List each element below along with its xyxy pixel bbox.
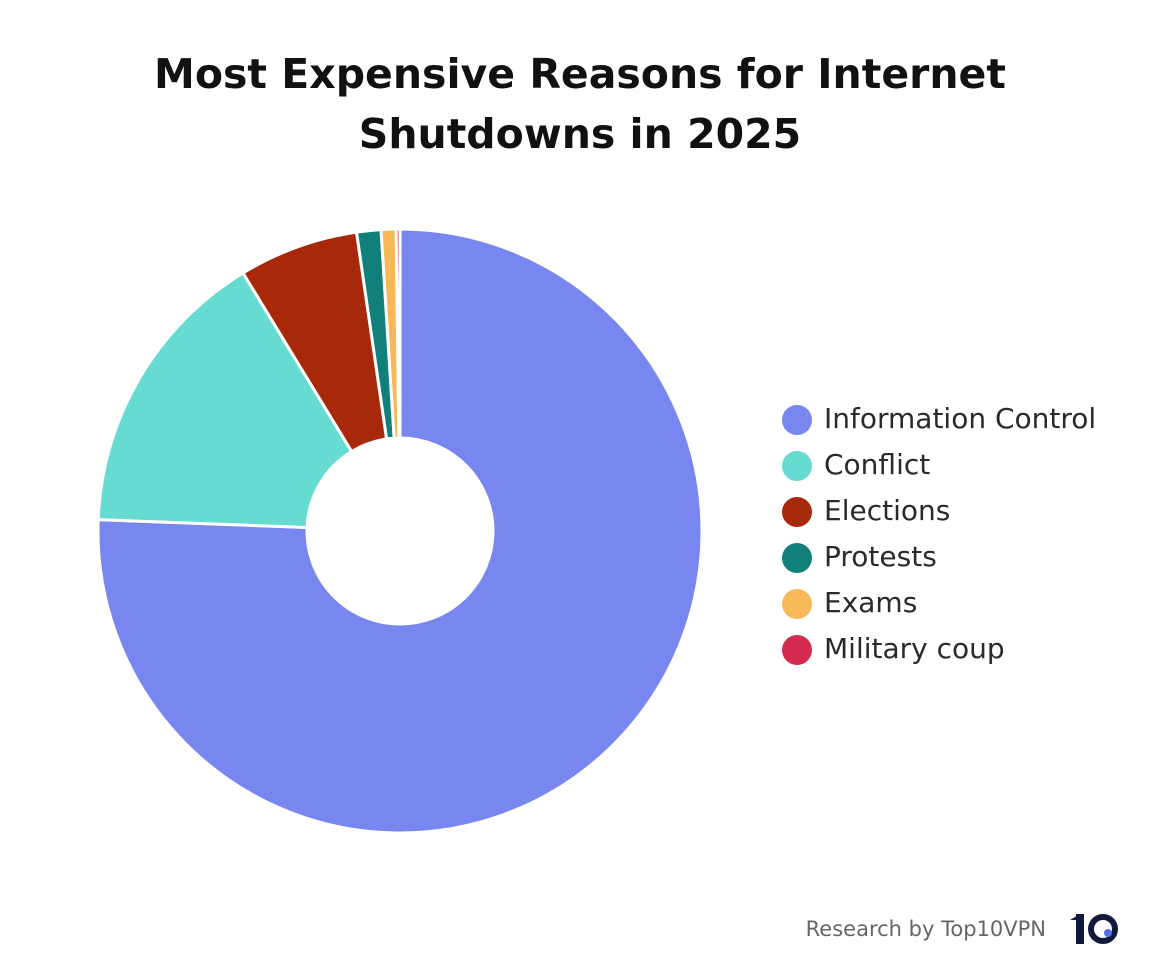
legend-swatch [782,543,812,573]
legend-label: Elections [824,494,950,527]
slice [96,270,354,530]
legend-label: Exams [824,586,917,619]
legend-swatch [782,635,812,665]
legend-swatch [782,451,812,481]
slice [394,227,402,440]
chart-title: Most Expensive Reasons for Internet Shut… [154,50,1006,158]
legend-swatch [782,405,812,435]
legend-swatch [782,589,812,619]
slice [96,227,704,835]
legend-label: Military coup [824,632,1005,665]
legend-label: Information Control [824,402,1096,435]
legend-swatch [782,497,812,527]
logo [1070,914,1118,944]
source: Research by Top10VPN [806,917,1046,941]
legend-label: Conflict [824,448,930,481]
legend-label: Protests [824,540,937,573]
